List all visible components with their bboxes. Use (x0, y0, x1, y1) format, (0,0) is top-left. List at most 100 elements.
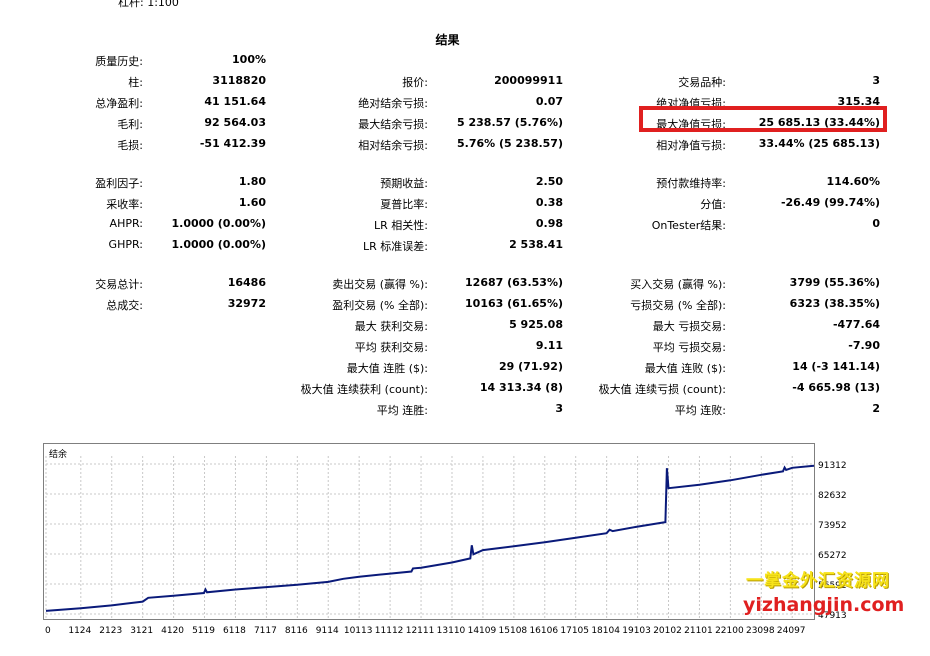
x-tick-label-12: 12111 (406, 626, 435, 636)
x-tick-label-22: 22100 (715, 626, 744, 636)
col2-value-14: 3 (555, 402, 563, 415)
x-tick-label-1: 1124 (68, 626, 91, 636)
col3-label-9: 最大 亏损交易: (652, 320, 726, 333)
col3-label-7: 买入交易 (赢得 %): (630, 278, 726, 291)
x-tick-label-17: 17105 (560, 626, 589, 636)
x-tick-label-4: 4120 (161, 626, 184, 636)
y-tick-label-3: 65272 (818, 551, 847, 561)
col1-value-9: 16486 (227, 276, 266, 289)
page-title: 结果 (435, 33, 460, 47)
x-tick-label-21: 21101 (684, 626, 713, 636)
col2-label-8: 卖出交易 (赢得 %): (332, 278, 428, 291)
x-tick-label-2: 2123 (99, 626, 122, 636)
col2-label-10: 最大 获利交易: (354, 320, 428, 333)
col2-label-14: 平均 连胜: (376, 404, 428, 417)
x-tick-label-10: 10113 (344, 626, 373, 636)
col1-value-1: 3118820 (212, 74, 266, 87)
x-tick-label-0: 0 (45, 626, 51, 636)
col1-value-3: 92 564.03 (204, 116, 266, 129)
col1-label-8: GHPR: (108, 238, 143, 251)
col1-label-6: 采收率: (106, 198, 143, 211)
col2-label-2: 最大结余亏损: (358, 118, 428, 131)
col1-value-2: 41 151.64 (204, 95, 266, 108)
y-tick-label-0: 91312 (818, 461, 847, 471)
x-tick-label-8: 8116 (285, 626, 308, 636)
col3-label-13: 平均 连败: (674, 404, 726, 417)
col3-value-0: 3 (872, 74, 880, 87)
col1-label-9: 交易总计: (95, 278, 143, 291)
col2-value-12: 29 (71.92) (499, 360, 563, 373)
col1-label-0: 质量历史: (95, 55, 143, 68)
col2-value-5: 0.38 (535, 196, 563, 209)
col3-value-3: 33.44% (25 685.13) (758, 137, 880, 150)
col1-label-10: 总成交: (106, 299, 143, 312)
y-tick-label-1: 82632 (818, 491, 847, 501)
x-tick-label-5: 5119 (192, 626, 215, 636)
col3-value-12: -4 665.98 (13) (792, 381, 880, 394)
x-tick-label-13: 13110 (437, 626, 466, 636)
col3-label-8: 亏损交易 (% 全部): (630, 299, 726, 312)
x-axis-ticks: 0 1124 2123 3121 4120 5119 6118 7117 8116 9114 101… (45, 626, 806, 636)
col3-value-9: -477.64 (832, 318, 880, 331)
leverage-cut-text: 杠杆: 1:100 (118, 0, 179, 9)
col2-value-10: 5 925.08 (509, 318, 563, 331)
x-tick-label-9: 9114 (316, 626, 339, 636)
col2-label-1: 绝对结余亏损: (358, 97, 428, 110)
col2-value-0: 200099911 (494, 74, 563, 87)
col3-label-6: OnTester结果: (651, 219, 726, 232)
col3-value-2: 25 685.13 (33.44%) (758, 116, 880, 129)
watermark-line-2: yizhangjin.com (743, 594, 905, 616)
col2-label-3: 相对结余亏损: (358, 139, 428, 152)
col2-value-1: 0.07 (535, 95, 563, 108)
x-tick-label-11: 11112 (375, 626, 404, 636)
col1-value-5: 1.80 (238, 175, 266, 188)
col2-label-6: LR 相关性: (374, 219, 428, 232)
y-tick-label-4: 56592 (818, 581, 847, 591)
col2-label-4: 预期收益: (380, 177, 428, 190)
col3-label-0: 交易品种: (678, 76, 726, 89)
col3-label-12: 极大值 连续亏损 (count): (598, 383, 726, 396)
col2-label-13: 极大值 连续获利 (count): (300, 383, 428, 396)
x-tick-label-23: 23098 (746, 626, 775, 636)
x-tick-label-7: 7117 (254, 626, 277, 636)
col3-label-10: 平均 亏损交易: (652, 341, 726, 354)
x-tick-label-24: 24097 (777, 626, 806, 636)
chart-title: 结余 (49, 448, 67, 460)
col2-value-2: 5 238.57 (5.76%) (457, 116, 563, 129)
col1-label-1: 柱: (128, 76, 143, 89)
x-tick-label-18: 18104 (591, 626, 620, 636)
col3-label-4: 预付款维持率: (656, 177, 726, 190)
x-tick-label-15: 15108 (499, 626, 528, 636)
col3-label-11: 最大值 连败 ($): (644, 362, 726, 375)
col2-value-6: 0.98 (535, 217, 563, 230)
x-tick-label-6: 6118 (223, 626, 246, 636)
col2-label-0: 报价: (402, 76, 428, 89)
col2-value-13: 14 313.34 (8) (479, 381, 563, 394)
col1-value-7: 1.0000 (0.00%) (171, 217, 267, 230)
col2-value-4: 2.50 (535, 175, 563, 188)
balance-series-line (45, 464, 815, 612)
col3-value-4: 114.60% (826, 175, 880, 188)
col2-value-3: 5.76% (5 238.57) (457, 137, 563, 150)
y-tick-label-2: 73952 (818, 521, 847, 531)
col2-label-7: LR 标准误差: (363, 240, 428, 253)
col2-label-9: 盈利交易 (% 全部): (332, 299, 428, 312)
x-tick-label-16: 16106 (529, 626, 558, 636)
col2-label-12: 最大值 连胜 ($): (346, 362, 428, 375)
col2-value-8: 12687 (63.53%) (465, 276, 563, 289)
col1-label-3: 毛利: (117, 118, 143, 131)
col3-value-11: 14 (-3 141.14) (792, 360, 880, 373)
x-tick-label-14: 14109 (468, 626, 497, 636)
col1-value-4: -51 412.39 (199, 137, 266, 150)
col3-label-5: 分值: (700, 198, 726, 211)
col3-value-6: 0 (872, 217, 880, 230)
balance-chart-svg: 结余 91312 82632 73952 65272 56592 47913 (45, 448, 847, 621)
x-tick-label-3: 3121 (130, 626, 153, 636)
col3-value-7: 3799 (55.36%) (789, 276, 880, 289)
watermark-line-1: 一掌金外汇资源网 (746, 571, 890, 591)
col1-value-10: 32972 (227, 297, 266, 310)
col3-value-13: 2 (872, 402, 880, 415)
col2-value-9: 10163 (61.65%) (465, 297, 563, 310)
highlight-box-max-equity-drawdown (639, 106, 887, 132)
col2-value-11: 9.11 (535, 339, 563, 352)
